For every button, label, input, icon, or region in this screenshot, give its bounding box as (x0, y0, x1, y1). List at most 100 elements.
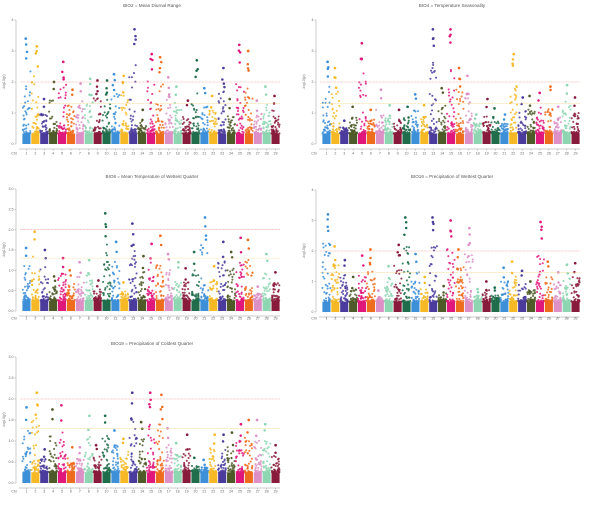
snp-point (72, 122, 75, 125)
snp-point (155, 297, 158, 300)
snp-point (380, 297, 383, 300)
snp-point (337, 276, 340, 279)
snp-point (458, 97, 462, 101)
snp-point (336, 293, 339, 296)
snp-point (103, 275, 106, 278)
snp-point (229, 270, 232, 273)
snp-point (244, 96, 247, 99)
snp-point (140, 284, 143, 287)
snp-point (161, 281, 164, 284)
x-tick-label: 19 (185, 317, 189, 321)
snp-point (520, 102, 523, 106)
snp-point (360, 280, 363, 283)
snp-point (323, 291, 326, 294)
snp-peak (78, 260, 81, 264)
snp-point (127, 128, 130, 131)
snp-point (237, 118, 240, 121)
x-tick-label: 28 (565, 317, 569, 321)
snp-cluster (446, 301, 456, 312)
x-tick-label: 9 (397, 152, 399, 156)
snp-point (25, 289, 28, 292)
x-tick-label: 7 (379, 152, 381, 156)
snp-point (183, 291, 186, 294)
chromosome-2-points (330, 66, 341, 144)
snp-point (191, 104, 195, 107)
snp-point (426, 292, 429, 295)
snp-point (174, 106, 178, 109)
snp-point (104, 299, 107, 302)
snp-point (499, 132, 502, 135)
snp-point (328, 123, 331, 126)
snp-point (65, 113, 68, 116)
snp-point (275, 128, 278, 131)
snp-point (269, 120, 272, 123)
chromosome-4-points (48, 275, 58, 311)
snp-point (411, 125, 414, 128)
snp-point (465, 261, 468, 264)
snp-point (259, 117, 262, 121)
snp-point (23, 117, 26, 120)
snp-point (425, 124, 429, 127)
snp-peak (195, 58, 199, 62)
snp-point (217, 117, 220, 121)
snp-point (491, 130, 494, 133)
snp-point (450, 235, 453, 238)
snp-point (337, 126, 340, 129)
snp-point (278, 123, 281, 126)
snp-point (405, 132, 408, 135)
snp-peak (228, 97, 232, 101)
snp-point (37, 295, 40, 298)
snp-point (517, 124, 520, 127)
snp-point (542, 119, 545, 122)
snp-point (417, 300, 420, 303)
snp-point (208, 120, 212, 123)
snp-point (464, 126, 467, 129)
snp-point (110, 98, 113, 101)
snp-point (556, 129, 559, 132)
snp-point (75, 299, 78, 302)
snp-point (397, 294, 400, 297)
snp-point (351, 132, 354, 135)
snp-peak (186, 99, 190, 102)
snp-point (268, 299, 271, 302)
snp-point (47, 278, 50, 281)
snp-point (83, 114, 87, 117)
snp-point (449, 262, 452, 265)
snp-point (167, 286, 170, 289)
snp-peak (379, 88, 383, 92)
snp-point (442, 132, 445, 135)
snp-point (133, 292, 136, 295)
snp-point (531, 112, 534, 115)
snp-point (72, 111, 75, 114)
snp-point (535, 131, 538, 134)
snp-point (328, 101, 331, 104)
snp-point (359, 127, 362, 130)
snp-point (346, 132, 349, 135)
snp-point (77, 283, 80, 286)
snp-point (113, 285, 117, 288)
snp-point (168, 118, 172, 121)
snp-point (414, 297, 417, 300)
snp-point (322, 242, 325, 245)
snp-point (330, 103, 333, 106)
snp-peak (133, 27, 136, 31)
snp-point (133, 265, 137, 268)
snp-point (329, 287, 332, 290)
snp-point (381, 130, 384, 133)
snp-point (413, 287, 416, 290)
snp-cluster (473, 133, 482, 144)
snp-point (102, 294, 105, 297)
snp-point (431, 66, 434, 70)
snp-point (201, 253, 204, 256)
chromosome-25-points (535, 91, 545, 144)
snp-point (248, 132, 251, 135)
snp-point (373, 125, 376, 128)
snp-point (246, 96, 249, 99)
snp-point (332, 130, 335, 133)
chromosome-19-points (181, 266, 192, 311)
snp-point (62, 298, 65, 301)
snp-point (110, 285, 113, 288)
snp-point (152, 292, 156, 295)
snp-point (477, 298, 481, 301)
snp-point (226, 269, 229, 272)
